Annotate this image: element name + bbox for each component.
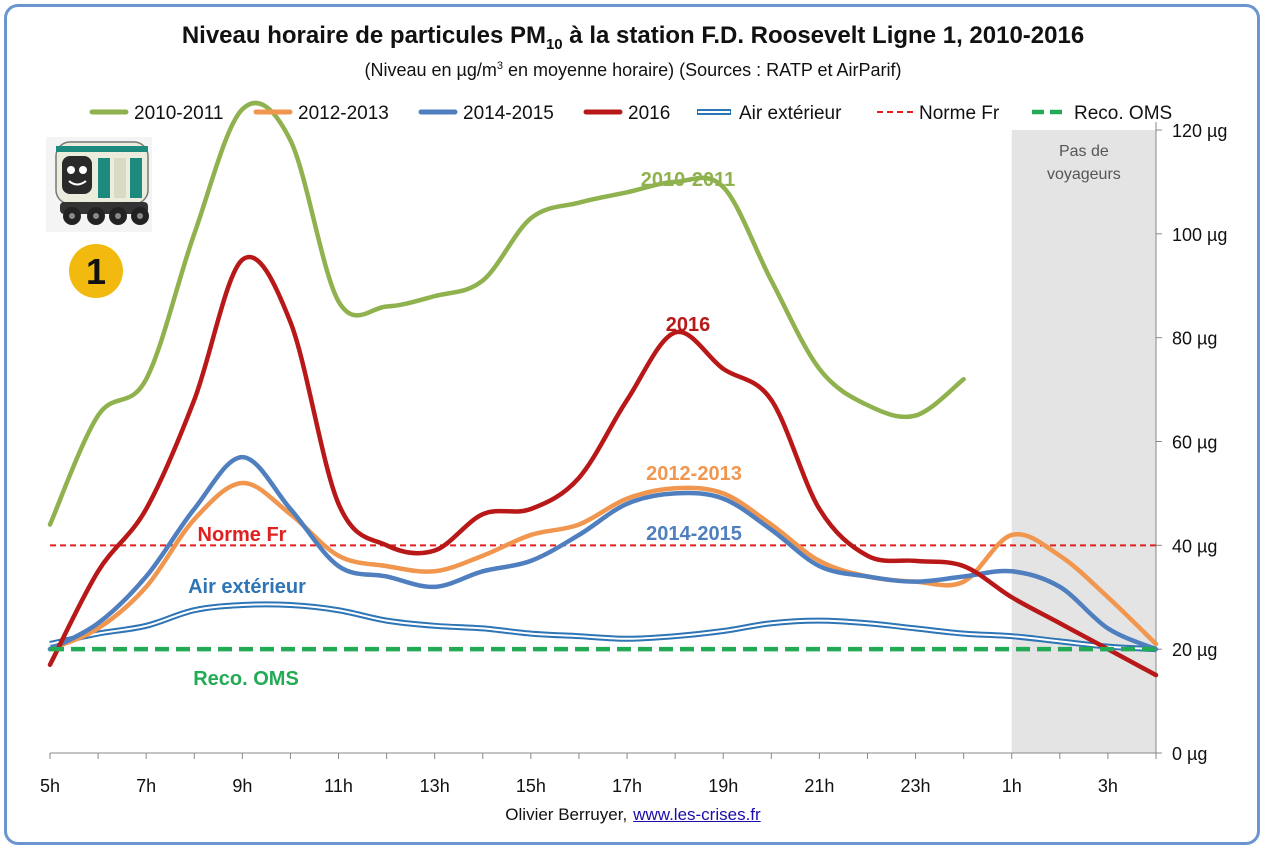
train-face	[62, 156, 92, 194]
x-tick-label: 19h	[708, 776, 738, 796]
train-hub	[137, 213, 143, 219]
x-tick-label: 23h	[901, 776, 931, 796]
metro-train-icon	[46, 137, 152, 232]
chart-title: Niveau horaire de particules PM10 à la s…	[181, 22, 1085, 53]
chart-subtitle: (Niveau en µg/m3 en moyenne horaire) (So…	[364, 60, 902, 80]
train-chassis	[60, 202, 148, 214]
series-label: Norme Fr	[198, 524, 287, 546]
shaded-region	[1011, 130, 1156, 753]
train-smile	[68, 180, 87, 186]
y-tick-label: 0 µg	[1172, 744, 1207, 764]
legend-label: 2012-2013	[298, 103, 389, 124]
legend-label: Reco. OMS	[1074, 103, 1172, 124]
chart-credit: Olivier Berruyer, www.les-crises.fr	[505, 805, 761, 824]
train-window	[114, 158, 126, 198]
x-tick-label: 1h	[1002, 776, 1022, 796]
x-tick-label: 11h	[324, 776, 353, 796]
line-badge	[69, 244, 123, 298]
series-label: Air extérieur	[188, 576, 306, 598]
train-hub	[69, 213, 75, 219]
x-tick-label: 9h	[232, 776, 252, 796]
train-hub	[115, 213, 121, 219]
legend-label: Air extérieur	[739, 103, 842, 124]
train-eye	[67, 166, 75, 174]
shaded-region-label: Pas de	[1059, 143, 1109, 160]
x-tick-label: 17h	[612, 776, 642, 796]
train-hub	[93, 213, 99, 219]
series-label: 2010-2011	[641, 169, 736, 191]
train-eye	[79, 166, 87, 174]
train-door	[130, 158, 142, 198]
series-label: 2012-2013	[646, 463, 742, 485]
legend-label: 2016	[628, 103, 670, 124]
x-tick-label: 21h	[804, 776, 834, 796]
series-line-2010-2011	[47, 100, 966, 527]
series-label: 2016	[666, 314, 711, 336]
series-label: 2014-2015	[646, 523, 742, 545]
series-line-air-exterieur	[49, 601, 1157, 653]
shaded-region-label: voyageurs	[1047, 166, 1121, 183]
y-tick-label: 80 µg	[1172, 329, 1217, 349]
legend-label: Norme Fr	[919, 103, 1000, 124]
x-tick-label: 13h	[420, 776, 450, 796]
train-stripe	[56, 146, 148, 152]
series-line-2012-2013	[47, 480, 1159, 652]
legend-label: 2010-2011	[134, 103, 223, 124]
y-tick-label: 40 µg	[1172, 536, 1217, 556]
legend-label: 2014-2015	[463, 103, 554, 124]
y-tick-label: 60 µg	[1172, 433, 1217, 453]
line-badge-number: 1	[86, 251, 106, 292]
x-tick-label: 3h	[1098, 776, 1118, 796]
train-door	[98, 158, 110, 198]
x-tick-label: 15h	[516, 776, 546, 796]
credit-link[interactable]: www.les-crises.fr	[633, 805, 761, 824]
x-tick-label: 7h	[136, 776, 156, 796]
series-line-air-exterieur-inner	[49, 603, 1157, 651]
y-tick-label: 120 µg	[1172, 121, 1227, 141]
series-label: Reco. OMS	[193, 668, 299, 690]
y-tick-label: 20 µg	[1172, 640, 1217, 660]
series-line-2014-2015	[47, 454, 1159, 652]
y-tick-label: 100 µg	[1172, 225, 1227, 245]
series-line-2016	[47, 254, 1159, 678]
x-tick-label: 5h	[40, 776, 60, 796]
